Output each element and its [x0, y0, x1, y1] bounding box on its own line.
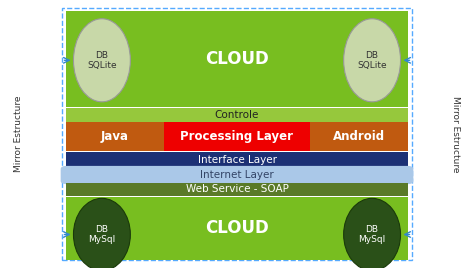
FancyBboxPatch shape: [66, 108, 408, 122]
Text: Mirror Estructure: Mirror Estructure: [452, 96, 460, 172]
Text: Web Service - SOAP: Web Service - SOAP: [185, 184, 289, 195]
Ellipse shape: [344, 198, 401, 268]
FancyBboxPatch shape: [66, 11, 408, 107]
Text: DB
SQLite: DB SQLite: [87, 51, 117, 70]
FancyBboxPatch shape: [66, 197, 408, 260]
Text: Android: Android: [333, 131, 385, 143]
FancyBboxPatch shape: [61, 166, 413, 184]
Ellipse shape: [344, 19, 401, 102]
Text: Mirror Estructure: Mirror Estructure: [14, 96, 22, 172]
FancyBboxPatch shape: [164, 122, 310, 151]
Text: DB
SQLite: DB SQLite: [357, 51, 387, 70]
Text: Internet Layer: Internet Layer: [200, 170, 274, 180]
Ellipse shape: [73, 198, 130, 268]
Text: DB
MySql: DB MySql: [358, 225, 386, 244]
Text: Java: Java: [101, 131, 129, 143]
Text: CLOUD: CLOUD: [205, 219, 269, 237]
Ellipse shape: [73, 19, 130, 102]
Text: DB
MySql: DB MySql: [88, 225, 116, 244]
Text: Controle: Controle: [215, 110, 259, 120]
FancyBboxPatch shape: [66, 183, 408, 196]
Text: Interface Layer: Interface Layer: [198, 155, 276, 165]
FancyBboxPatch shape: [66, 152, 408, 167]
FancyBboxPatch shape: [66, 122, 408, 151]
Text: CLOUD: CLOUD: [205, 50, 269, 68]
Text: Processing Layer: Processing Layer: [181, 131, 293, 143]
